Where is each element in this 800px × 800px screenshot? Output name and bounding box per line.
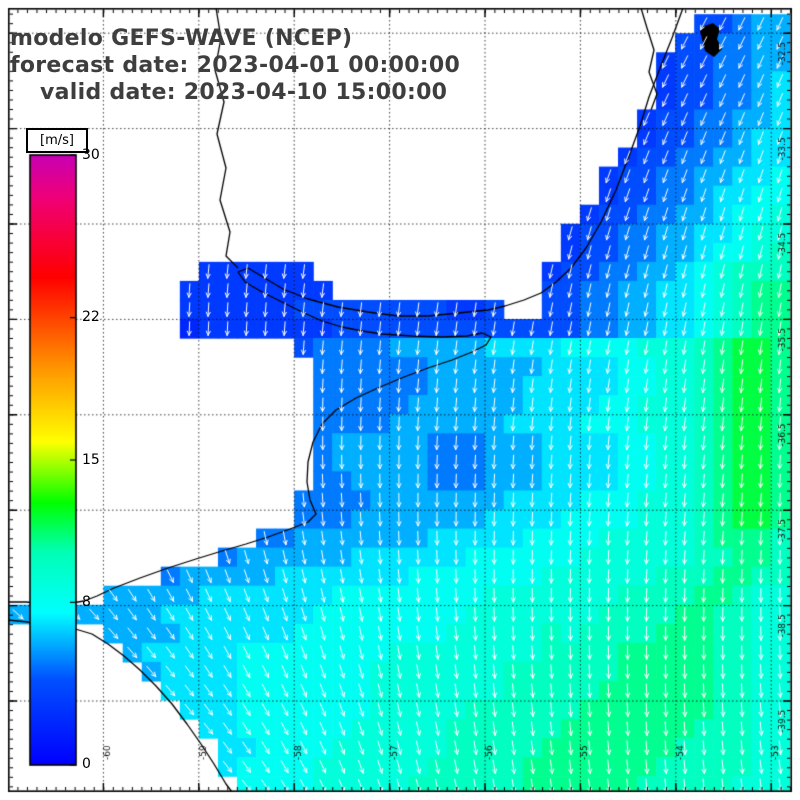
model-name-title: modelo GEFS-WAVE (NCEP) [10, 26, 353, 51]
colorbar-tick-label-22: 22 [82, 309, 100, 325]
colorbar-unit-label: [m/s] [40, 133, 74, 148]
valid-date-text: valid date: 2023-04-10 15:00:00 [40, 80, 448, 105]
forecast-date-text: forecast date: 2023-04-01 00:00:00 [10, 53, 461, 78]
colorbar-tick-label-30: 30 [82, 147, 100, 163]
colorbar-tick-label-8: 8 [82, 594, 91, 610]
colorbar-tick-label-15: 15 [82, 452, 100, 468]
colorbar-tick-label-0: 0 [82, 756, 91, 772]
colorbar-unit-box: [m/s] [26, 128, 88, 153]
